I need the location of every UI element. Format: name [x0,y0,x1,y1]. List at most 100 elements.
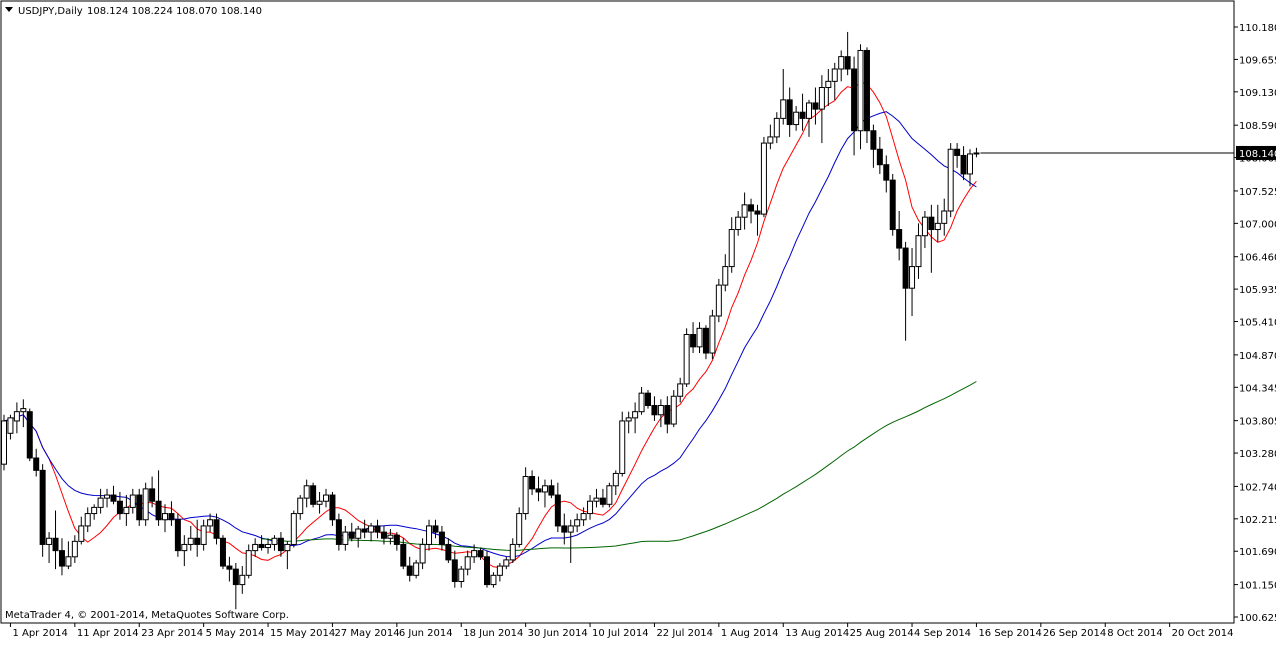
candle-body [432,525,439,533]
candle-body [7,417,14,434]
candle-body [709,315,716,354]
candle-body [219,537,226,567]
candle [831,62,838,100]
candle [677,377,684,403]
candle [484,550,490,588]
candle-body [889,179,896,231]
candle-body [606,485,613,505]
candle [207,513,214,533]
candle-body [561,525,568,533]
candle [52,510,59,570]
candle [194,519,201,557]
candle-body [580,513,587,521]
current-price-tag: 108.140 [980,145,1276,160]
candle [290,510,297,548]
x-tick-label: 23 Apr 2014 [141,628,203,639]
candle-body [310,485,317,505]
candle [368,522,375,542]
candle-body [445,543,452,561]
candle-body [91,506,98,515]
candle-body [690,334,697,348]
candle-body [754,210,761,215]
candle-body [277,537,284,552]
candle [612,470,619,496]
candle [46,532,53,563]
candle-body [323,494,329,502]
candle-body [503,559,510,567]
candle [690,322,697,354]
y-tick-label: 107.525 [1239,187,1276,198]
candle-body [902,247,909,289]
candle [645,390,651,409]
candle [219,535,226,570]
candle [709,309,716,360]
x-tick-label: 25 Aug 2014 [850,628,914,639]
candle [155,470,162,526]
candle-body [722,266,729,286]
candle-body [71,540,78,558]
candle [876,136,883,174]
candle [451,550,458,588]
candle [329,491,336,526]
candle [426,519,433,551]
candle-body [380,531,387,539]
candle [162,504,168,533]
dropdown-triangle-icon[interactable] [5,7,13,12]
candle-body [129,494,136,508]
candle-body [368,525,375,533]
candle-body [265,543,272,549]
candle [857,44,864,150]
y-tick-label: 109.655 [1239,55,1276,66]
candle [91,504,98,520]
x-tick-label: 6 Jun 2014 [399,628,453,639]
candle-body [760,142,767,215]
candle-body [271,537,278,545]
ohlc-values: 108.124 108.224 108.070 108.140 [87,6,262,17]
candle [599,488,606,508]
y-tick-label: 106.460 [1239,253,1276,264]
candle [934,204,941,242]
candle [361,519,368,539]
price-tag-bg [1236,145,1276,160]
candle-body [509,543,516,561]
candle-body [123,506,130,515]
candle [844,31,851,76]
candle-body [168,513,175,521]
candle [541,479,548,508]
y-tick-label: 104.870 [1239,351,1276,362]
candle-body [818,87,825,110]
candle-body [477,550,484,558]
candle-body [303,485,310,499]
candle [722,254,729,292]
x-tick-label: 10 Jul 2014 [592,628,649,639]
candle [232,562,239,610]
candle-body [793,111,800,126]
candle [516,507,523,548]
candle [715,278,722,323]
candle-body [896,229,903,249]
candle [252,538,259,557]
candle [503,556,510,570]
y-tick-label: 102.215 [1239,515,1276,526]
x-tick-label: 16 Sep 2014 [978,628,1041,639]
candle-body [194,537,201,545]
candle [149,476,156,508]
x-tick-label: 5 May 2014 [206,628,265,639]
candle-body [909,266,916,289]
candle-body [361,528,368,533]
candle-body [870,130,877,150]
candle [20,399,27,428]
candle [851,56,858,156]
candle [406,556,413,582]
candle [554,482,561,533]
candle [136,488,143,526]
candle [65,541,72,570]
x-tick-label: 13 Aug 2014 [785,628,849,639]
candle-body [851,68,858,132]
candle [748,198,755,224]
candle [793,106,800,131]
candle [812,87,819,125]
candle [863,47,870,144]
candle [509,538,516,563]
